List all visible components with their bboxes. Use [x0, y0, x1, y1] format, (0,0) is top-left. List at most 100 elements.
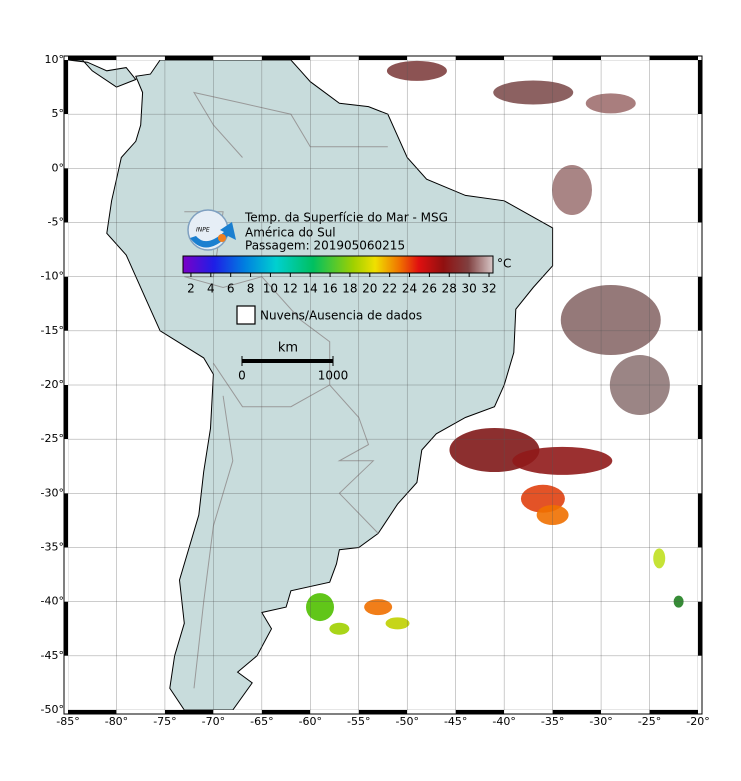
frame-bar [698, 114, 702, 169]
x-tick-label: -70° [202, 715, 225, 728]
frame-bar [698, 385, 702, 440]
frame-bar [310, 56, 359, 60]
x-tick-label: -80° [105, 715, 128, 728]
colorbar-tick-label: 12 [283, 282, 298, 296]
logo-text: INPE [196, 227, 210, 234]
y-tick-label: -20° [41, 378, 64, 391]
frame-bar [213, 56, 262, 60]
frame-bar [68, 56, 117, 60]
colorbar-tick-label: 26 [422, 282, 437, 296]
x-tick-label: -85° [56, 715, 79, 728]
x-tick-label: -30° [589, 715, 612, 728]
colorbar-tick-label: 14 [303, 282, 318, 296]
frame-bar [358, 710, 408, 714]
logo-arrow [190, 222, 236, 248]
frame-bar [64, 655, 68, 710]
frame-bar [698, 222, 702, 277]
x-tick-label: -65° [250, 715, 273, 728]
colorbar-tick-label: 28 [442, 282, 457, 296]
y-tick-label: -40° [41, 595, 64, 608]
frame-bar [64, 439, 68, 494]
frame [63, 55, 703, 715]
frame-bar [64, 330, 68, 385]
frame-bar [261, 710, 311, 714]
frame-bar [698, 493, 702, 548]
sst-patch [493, 80, 574, 105]
sst-patch [653, 548, 666, 569]
scale-unit: km [278, 341, 298, 356]
scale-tick-label: 0 [238, 369, 246, 383]
frame-bar [601, 56, 650, 60]
frame-bar [698, 60, 702, 115]
x-tick-label: -45° [444, 715, 467, 728]
y-tick-label: 0° [52, 161, 65, 174]
y-tick-label: -45° [41, 649, 64, 662]
frame-bar [698, 168, 702, 223]
frame-bar [552, 56, 602, 60]
y-tick-label: -30° [41, 486, 64, 499]
y-tick-label: -35° [41, 541, 64, 554]
frame-bar [407, 710, 456, 714]
legend-box [236, 305, 256, 325]
y-tick-label: 10° [45, 53, 65, 66]
y-tick-label: -25° [41, 432, 64, 445]
frame-bar [64, 493, 68, 548]
colorbar-tick-label: 2 [187, 282, 195, 296]
pass-time: Passagem: 201905060215 [245, 239, 405, 253]
sst-patch [364, 599, 393, 616]
frame-bar [649, 56, 698, 60]
colorbar-tick-label: 32 [481, 282, 496, 296]
map-base: -85° -80° -75° -70° -65° -60° -55° -50° -45° -40°… [41, 53, 710, 728]
x-tick-label: -35° [541, 715, 564, 728]
x-tick-label: -60° [299, 715, 322, 728]
sst-patch [512, 446, 613, 475]
frame-bar [698, 655, 702, 710]
colorbar-tick-label: 20 [362, 282, 377, 296]
colorbar-tick-label: 22 [382, 282, 397, 296]
frame-bar [698, 439, 702, 494]
colorbar-unit: °C [497, 257, 511, 271]
map-key: INPE Temp. da Superfície do Mar - MSG Am… [182, 209, 511, 383]
colorbar-tick-label: 10 [263, 282, 278, 296]
x-tick-label: -25° [638, 715, 661, 728]
sst-patch [386, 60, 447, 81]
y-tick-label: -15° [41, 324, 64, 337]
frame-bar [68, 710, 117, 714]
frame-bar [455, 56, 505, 60]
colorbar-tick-label: 4 [207, 282, 215, 296]
colorbar-tick-label: 6 [227, 282, 235, 296]
colorbar-tick-label: 30 [462, 282, 477, 296]
y-tick-label: -10° [41, 270, 64, 283]
colorbar-tick-label: 16 [322, 282, 337, 296]
sst-patch [585, 93, 636, 114]
frame-bar [407, 56, 456, 60]
sst-patch [329, 622, 350, 635]
frame-bar [358, 56, 408, 60]
sst-patch [552, 165, 592, 215]
frame-bar [261, 56, 311, 60]
region: América do Sul [245, 226, 336, 240]
frame-bar [698, 330, 702, 385]
frame-bar [116, 56, 165, 60]
frame-bar [310, 710, 359, 714]
title: Temp. da Superfície do Mar - MSG [244, 211, 448, 225]
scale-bar [242, 359, 333, 363]
x-tick-label: -50° [395, 715, 418, 728]
frame-bar [164, 56, 214, 60]
frame-bar [213, 710, 262, 714]
frame-bar [455, 710, 505, 714]
frame-bar [504, 710, 553, 714]
frame-bar [116, 710, 165, 714]
sst-patch [385, 617, 410, 630]
frame-bar [698, 547, 702, 602]
y-tick-label: -5° [48, 216, 64, 229]
borders [212, 363, 379, 534]
frame-bar [698, 276, 702, 331]
borders [192, 91, 388, 158]
frame-bar [64, 168, 68, 223]
x-tick-label: -40° [492, 715, 515, 728]
sst-patch [306, 593, 334, 622]
frame-bar [601, 710, 650, 714]
sst-patch [560, 285, 661, 355]
